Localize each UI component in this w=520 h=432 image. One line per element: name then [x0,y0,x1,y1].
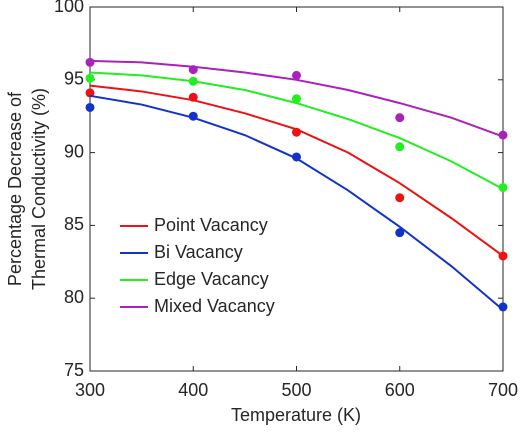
y-tick-label: 75 [64,360,84,380]
data-point [188,76,198,86]
data-point [85,57,95,67]
y-axis-label-line: Thermal Conductivity (%) [29,88,49,290]
data-point [188,92,198,102]
data-point [292,127,301,137]
legend-label: Point Vacancy [154,215,268,235]
data-point [498,251,508,261]
plot-frame [89,6,504,372]
legend-label: Bi Vacancy [154,242,243,262]
y-tick-label: 95 [64,69,84,89]
data-point [498,183,508,193]
data-point [85,88,95,98]
data-point [292,94,301,104]
legend-label: Edge Vacancy [154,269,269,289]
y-tick-label: 100 [54,0,84,16]
y-tick-label: 90 [64,141,84,161]
data-point [188,111,198,121]
y-tick-label: 85 [64,214,84,234]
data-point [395,228,405,238]
fit-line [89,84,504,257]
data-point [498,130,508,140]
y-axis-label-line: Percentage Decrease of [5,91,25,286]
data-point [292,70,301,80]
data-point [395,113,405,123]
x-tick-label: 500 [281,380,311,400]
x-tick-label: 400 [178,380,208,400]
legend-label: Mixed Vacancy [154,296,275,316]
x-tick-label: 300 [75,380,105,400]
data-point [292,152,301,162]
data-point [188,65,198,75]
x-axis-label: Temperature (K) [231,405,361,425]
data-point [395,142,405,152]
y-axis-label: Percentage Decrease of Thermal Conductiv… [5,88,49,290]
data-point [85,102,95,112]
data-point [395,193,405,203]
data-point [498,302,508,312]
y-tick-label: 80 [64,287,84,307]
x-tick-label: 600 [385,380,415,400]
data-point [85,73,95,83]
x-tick-label: 700 [488,380,518,400]
